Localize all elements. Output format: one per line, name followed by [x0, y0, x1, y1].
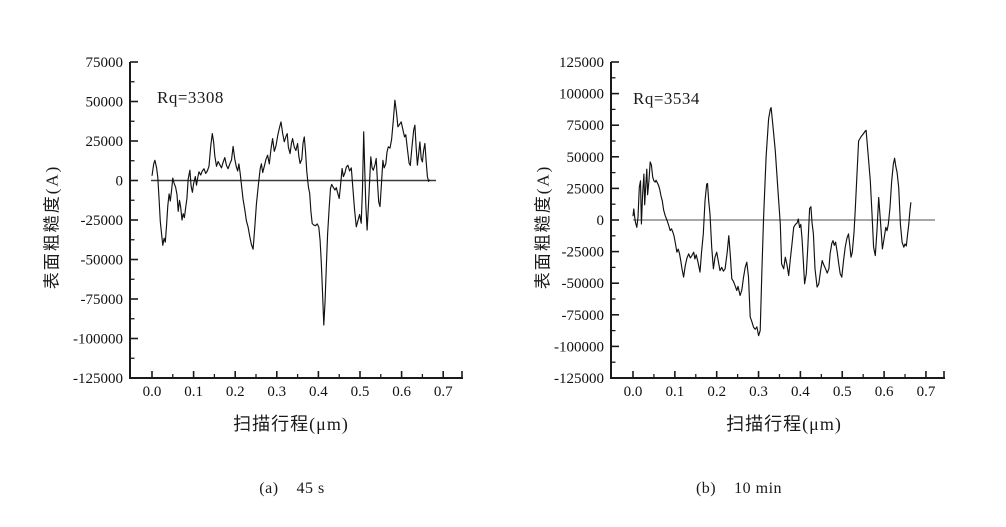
profile-curve-a	[151, 99, 431, 326]
y-tick-label: -75000	[562, 308, 605, 324]
profile-curve-b	[632, 107, 912, 337]
y-tick-label: -100000	[73, 332, 123, 348]
y-tick-label: -75000	[81, 292, 124, 308]
y-tick-label: -100000	[554, 339, 604, 355]
y-tick-label: -50000	[562, 276, 605, 292]
y-tick-label: 75000	[567, 118, 605, 134]
x-tick-label: 0.6	[875, 384, 894, 400]
x-axis-title-b: 扫描行程(μm)	[726, 414, 842, 434]
y-tick-label: 0	[116, 174, 124, 190]
y-tick-label: -125000	[73, 371, 123, 387]
x-tick-label: 0.6	[392, 384, 411, 400]
subfigure-caption-b: (b) 10 min	[695, 480, 783, 497]
x-tick-label: 0.0	[143, 384, 162, 400]
x-tick-label: 0.4	[309, 384, 328, 400]
y-tick-label: 25000	[567, 181, 605, 197]
y-tick-label: 50000	[567, 150, 605, 166]
x-tick-label: 0.7	[917, 384, 936, 400]
x-tick-label: 0.7	[434, 384, 453, 400]
x-tick-label: 0.2	[707, 384, 726, 400]
x-tick-label: 0.2	[226, 384, 245, 400]
rq-annotation-a: Rq=3308	[157, 88, 224, 107]
x-tick-label: 0.4	[791, 384, 810, 400]
x-tick-label: 0.1	[665, 384, 684, 400]
x-tick-label: 0.3	[267, 384, 286, 400]
chart-b: 125000 100000 75000 50000 25000 0 -25000 -50000…	[554, 55, 945, 400]
subfigure-caption-a: (a) 45 s	[259, 480, 325, 497]
y-tick-label: -50000	[81, 253, 124, 269]
x-tick-label: 0.5	[833, 384, 852, 400]
x-tick-label: 0.0	[624, 384, 643, 400]
y-tick-label: -25000	[562, 245, 605, 261]
y-tick-label: 100000	[559, 87, 604, 103]
y-tick-label: 125000	[559, 55, 604, 71]
x-axis-title-a: 扫描行程(μm)	[233, 414, 349, 434]
y-tick-label: 25000	[86, 134, 124, 150]
x-tick-label: 0.1	[184, 384, 203, 400]
y-axis-title-b: 表面粗糙度(A)	[533, 164, 553, 290]
rq-annotation-b: Rq=3534	[633, 89, 700, 108]
y-tick-label: -125000	[554, 371, 604, 387]
y-tick-label: 75000	[86, 55, 124, 71]
y-tick-label: -25000	[81, 213, 124, 229]
x-tick-label: 0.3	[749, 384, 768, 400]
y-axis-title-a: 表面粗糙度(A)	[42, 164, 62, 290]
x-tick-label: 0.5	[351, 384, 370, 400]
y-tick-label: 50000	[86, 95, 124, 111]
y-tick-label: 0	[597, 213, 605, 229]
chart-a: 75000 50000 25000 0 -25000 -50000 -75000 -10000…	[73, 55, 463, 400]
